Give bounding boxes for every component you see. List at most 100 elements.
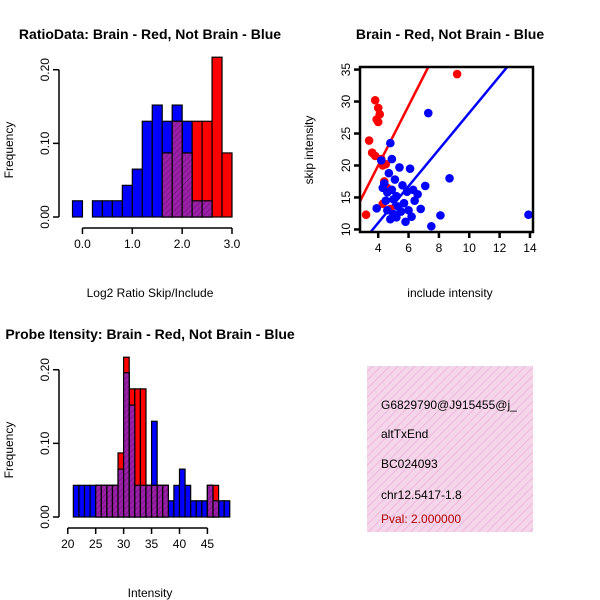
intensity-bar-not-brain xyxy=(184,484,192,518)
scatter-chart-title: Brain - Red, Not Brain - Blue xyxy=(356,26,544,42)
scatter-x-tick-label: 14 xyxy=(523,241,537,255)
scatter-point-not-brain xyxy=(416,204,426,214)
ratio-bars xyxy=(71,56,233,218)
ratio-bar-not-brain xyxy=(151,104,163,218)
scatter-y-tick-label: 20 xyxy=(339,158,353,172)
scatter-y-tick-label: 25 xyxy=(339,127,353,141)
ratio-bar-not-brain xyxy=(131,168,143,218)
intensity-bar-overlap-hatch xyxy=(151,485,158,517)
scatter-point-not-brain xyxy=(401,217,410,227)
ratio-bar-overlap-hatch xyxy=(162,152,173,217)
scatter-point-not-brain xyxy=(427,221,436,231)
ratio-bar-not-brain xyxy=(71,200,84,218)
scatter-point-not-brain xyxy=(392,191,401,201)
intensity-bar-overlap-hatch xyxy=(162,485,169,517)
info-pval: Pval: 2.000000 xyxy=(381,512,461,526)
scatter-point-brain xyxy=(370,95,380,105)
intensity-bar-not-brain xyxy=(223,500,231,518)
scatter-point-not-brain xyxy=(387,154,397,164)
intensity-axes: 20 25 30 35 40 45 0.00 0.10 0.20 xyxy=(38,358,214,551)
scatter-point-not-brain xyxy=(407,212,416,221)
ratio-bar-not-brain xyxy=(91,200,104,218)
ratio-x-axis-label: Log2 Ratio Skip/Include xyxy=(87,286,214,300)
scatter-x-axis-label: include intensity xyxy=(407,286,492,300)
intensity-bar-not-brain xyxy=(173,484,181,518)
intensity-bars xyxy=(72,356,231,518)
intensity-chart-title: Probe Itensity: Brain - Red, Not Brain -… xyxy=(5,326,295,342)
intensity-bar-overlap-hatch xyxy=(140,485,146,517)
scatter-point-not-brain xyxy=(413,189,422,199)
scatter-point-not-brain xyxy=(404,205,413,215)
scatter-point-brain xyxy=(375,110,385,119)
scatter-plot-area xyxy=(360,67,533,232)
scatter-y-axis-label: skip intensity xyxy=(302,116,316,185)
scatter-x-tick-label: 4 xyxy=(375,241,382,255)
scatter-point-brain xyxy=(452,69,462,79)
intensity-bar-overlap-hatch xyxy=(123,372,130,517)
scatter-y-tick-label: 10 xyxy=(339,222,353,236)
intensity-bar-not-brain xyxy=(190,500,197,518)
scatter-point-not-brain xyxy=(395,163,404,172)
scatter-point-not-brain xyxy=(384,168,394,178)
intensity-bar-not-brain xyxy=(217,500,225,518)
ratio-bar-overlap-hatch xyxy=(202,200,213,217)
ratio-bar-not-brain xyxy=(141,120,153,218)
intensity-bar-not-brain xyxy=(72,484,80,518)
scatter-points xyxy=(360,67,533,232)
intensity-x-tick-label: 35 xyxy=(145,537,159,551)
intensity-x-tick-label: 40 xyxy=(173,537,187,551)
scatter-point-not-brain xyxy=(381,196,391,205)
scatter-y-tick-label: 15 xyxy=(339,190,353,204)
scatter-point-not-brain xyxy=(423,108,433,118)
scatter-point-brain xyxy=(364,136,374,145)
scatter-point-brain xyxy=(373,117,383,127)
intensity-y-axis-label: Frequency xyxy=(2,422,16,479)
ratio-y-tick-label: 0.20 xyxy=(38,58,52,82)
intensity-x-tick-label: 25 xyxy=(89,537,103,551)
intensity-bar-not-brain xyxy=(195,500,203,518)
ratio-y-tick-label: 0.00 xyxy=(38,205,52,229)
scatter-point-not-brain xyxy=(392,212,401,222)
ratio-bar-overlap-hatch xyxy=(182,152,193,217)
scatter-x-tick-label: 6 xyxy=(405,241,412,255)
ratio-x-tick-label: 3.0 xyxy=(224,237,241,251)
intensity-bar-overlap-hatch xyxy=(145,485,152,517)
scatter-point-not-brain xyxy=(410,196,419,205)
info-panel: G6829790@J915455@j_ altTxEnd BC024093 ch… xyxy=(367,366,533,532)
intensity-bar-overlap-hatch xyxy=(95,485,102,517)
scatter-point-brain xyxy=(361,210,371,220)
ratio-x-tick-label: 0.0 xyxy=(74,237,91,251)
intensity-bar-not-brain xyxy=(201,500,209,518)
info-location: chr12.5417-1.8 xyxy=(381,488,462,502)
intensity-y-tick-label: 0.20 xyxy=(38,358,52,382)
scatter-axes: 4 6 8 10 12 14 10 15 20 25 30 35 xyxy=(339,63,537,255)
scatter-point-not-brain xyxy=(379,179,389,188)
ratio-y-tick-label: 0.10 xyxy=(38,131,52,155)
scatter-point-not-brain xyxy=(524,210,533,220)
scatter-point-not-brain xyxy=(372,204,381,213)
scatter-point-not-brain xyxy=(398,181,407,190)
ratio-histogram-panel: RatioData: Brain - Red, Not Brain - Blue… xyxy=(2,26,281,300)
scatter-point-not-brain xyxy=(396,207,406,216)
scatter-point-not-brain xyxy=(445,173,454,183)
ratio-chart-title: RatioData: Brain - Red, Not Brain - Blue xyxy=(19,26,281,42)
intensity-bar-overlap-hatch xyxy=(129,405,135,517)
intensity-y-tick-label: 0.10 xyxy=(38,431,52,455)
ratio-bar-overlap-hatch xyxy=(172,121,183,217)
scatter-point-not-brain xyxy=(387,185,397,195)
info-event-type: altTxEnd xyxy=(381,427,428,441)
scatter-point-not-brain xyxy=(405,164,415,173)
intensity-bar-overlap-hatch xyxy=(157,485,163,517)
scatter-x-tick-label: 12 xyxy=(493,241,507,255)
intensity-bar-not-brain xyxy=(89,484,97,518)
scatter-plot-frame xyxy=(358,65,535,234)
intensity-bar-overlap-hatch xyxy=(106,485,113,517)
intensity-bar-overlap-hatch xyxy=(134,485,141,517)
intensity-bar-not-brain xyxy=(178,468,186,518)
ratio-axes: 0.0 1.0 2.0 3.0 0.00 0.10 0.20 xyxy=(38,58,241,251)
intensity-bar-overlap-hatch xyxy=(112,485,119,517)
intensity-bar-overlap-hatch xyxy=(101,485,107,517)
intensity-x-tick-label: 30 xyxy=(117,537,131,551)
ratio-bar-brain xyxy=(221,152,233,218)
